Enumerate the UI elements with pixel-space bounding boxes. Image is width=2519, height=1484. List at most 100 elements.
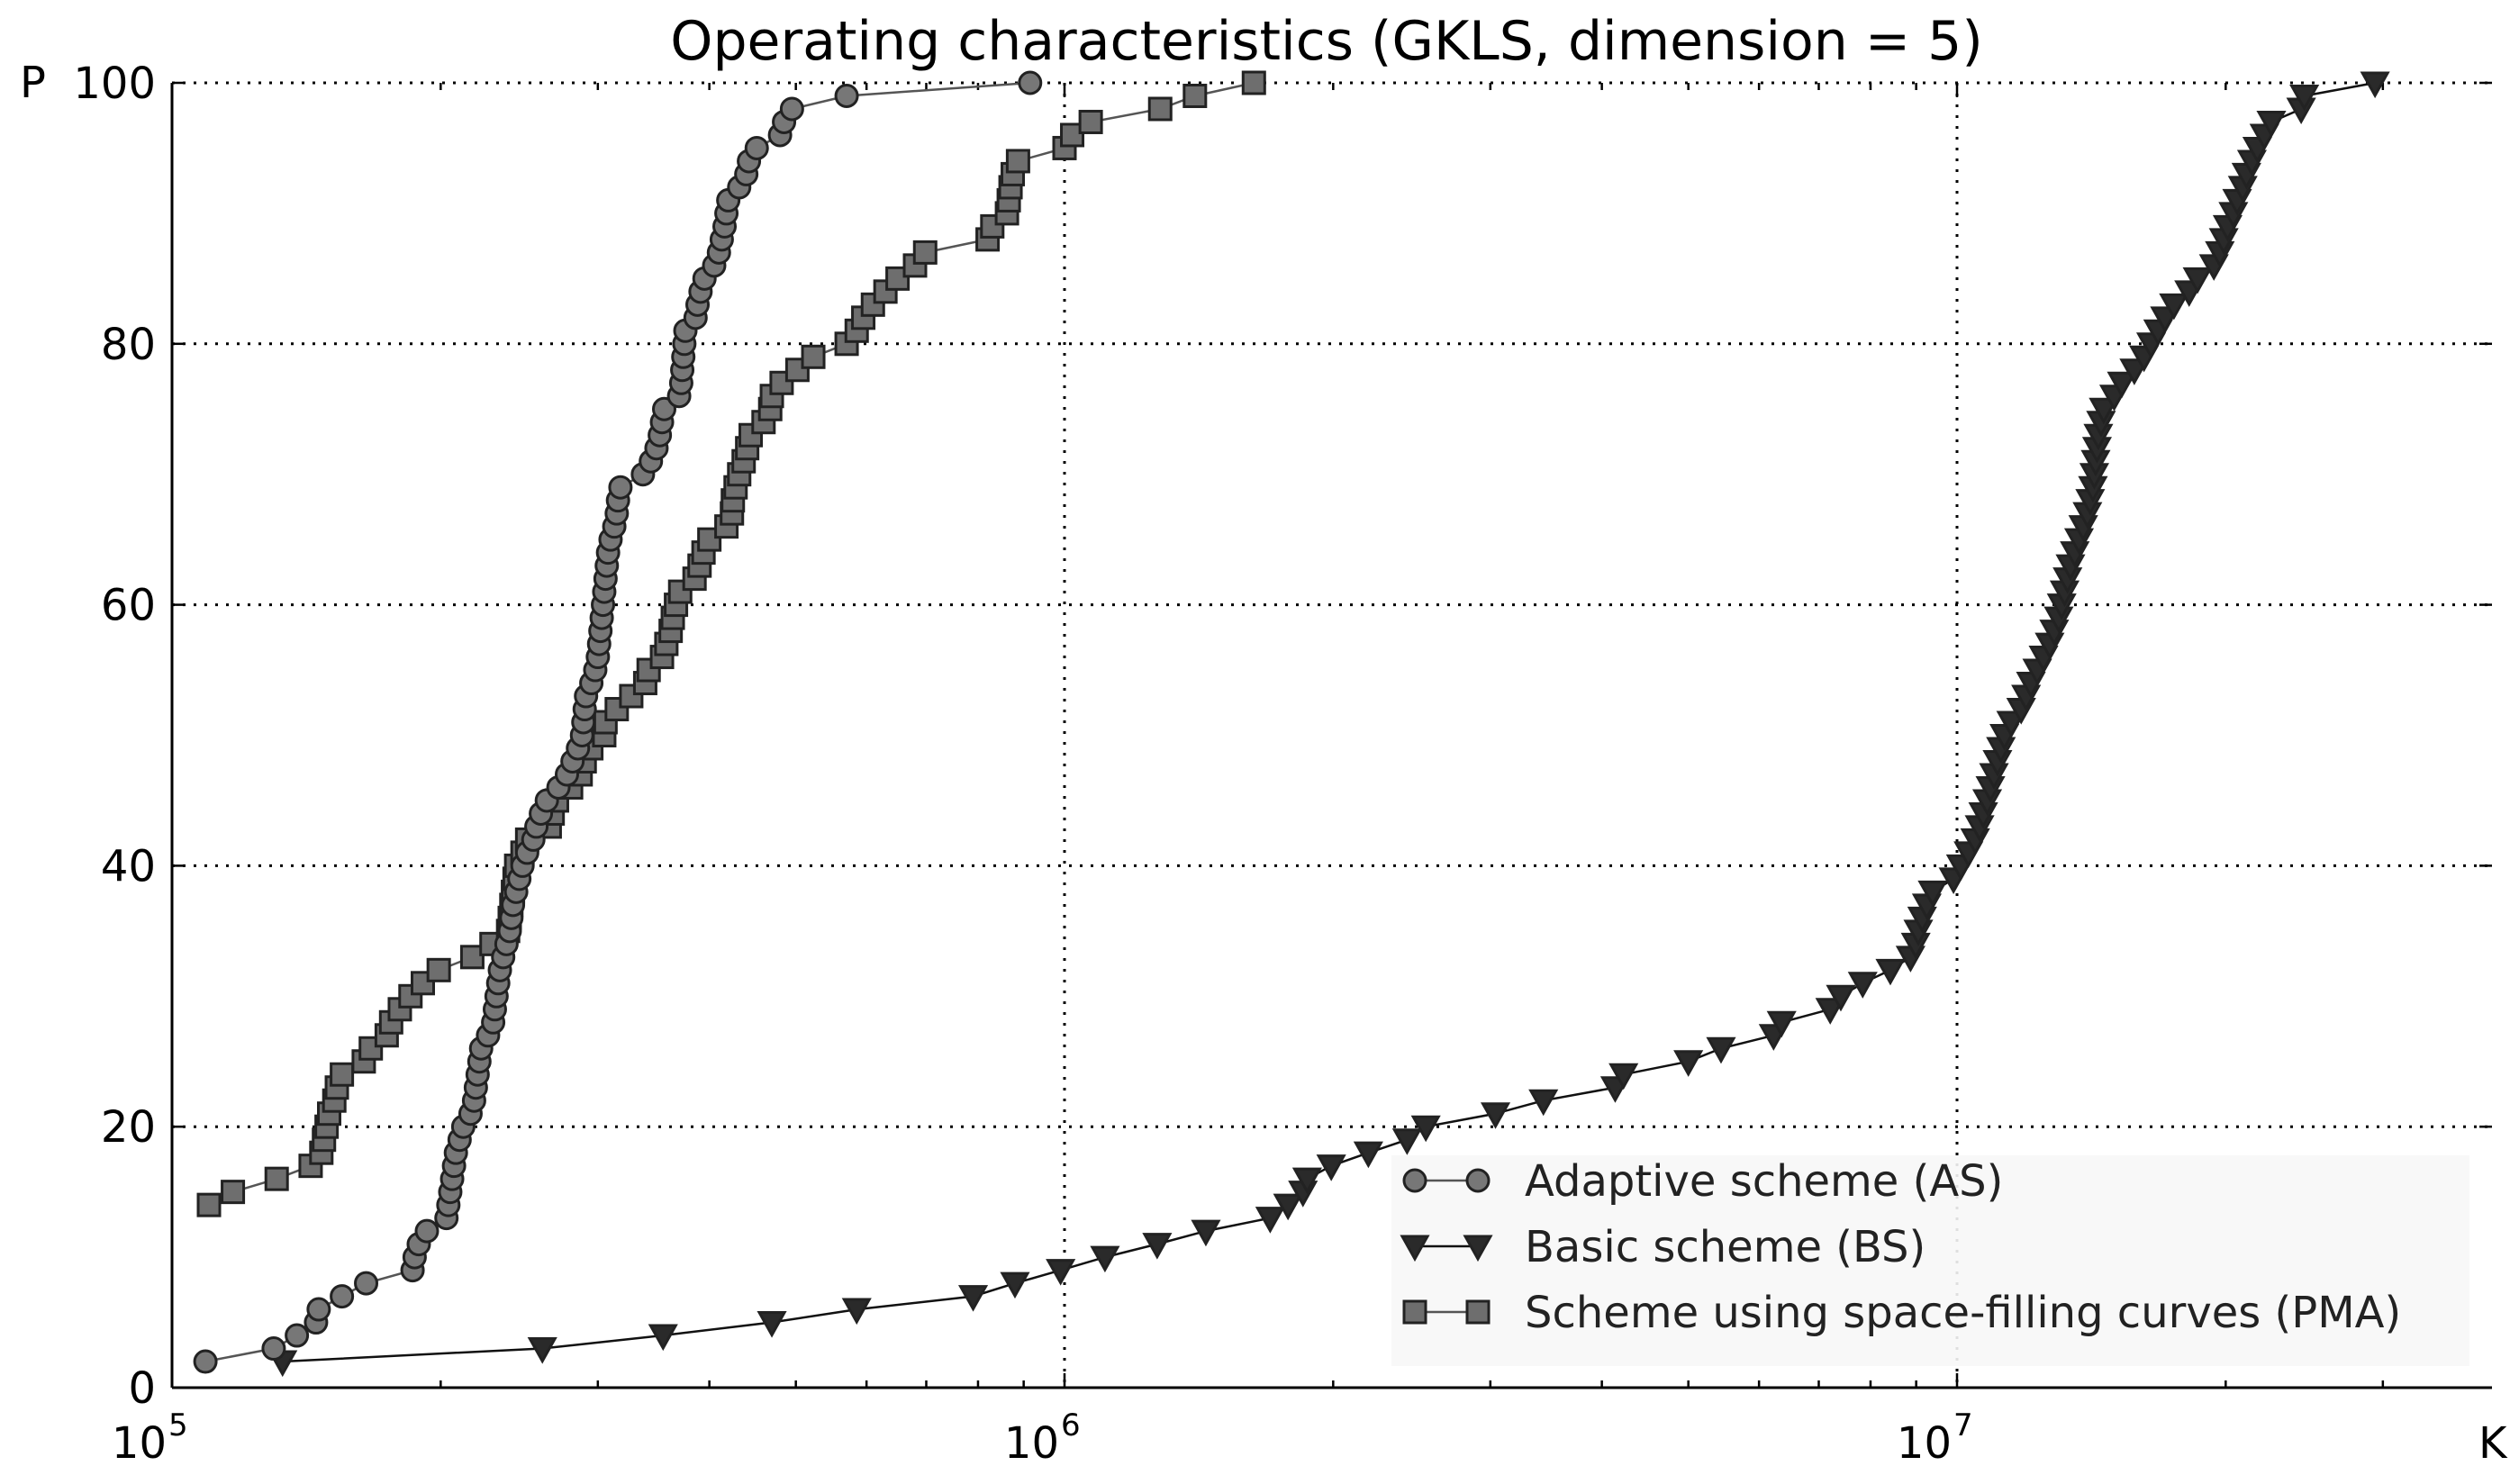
data-point [1815, 998, 1845, 1025]
data-point [1147, 96, 1173, 122]
legend-marker [1400, 1235, 1430, 1262]
data-point [330, 1062, 355, 1087]
data-point [2089, 397, 2119, 425]
data-point [1142, 1233, 1173, 1260]
data-point [957, 1285, 989, 1312]
data-point [1291, 1167, 1322, 1195]
data-point [801, 344, 826, 369]
series-circle [193, 70, 1043, 1374]
x-tick-label: 10 7 [1897, 1407, 1973, 1469]
data-point [426, 957, 451, 982]
y-tick-label: 40 [101, 841, 156, 891]
data-point [1255, 1207, 1285, 1234]
data-point [1273, 1193, 1303, 1221]
x-tick-exponent: 5 [168, 1407, 188, 1443]
data-point [193, 1349, 218, 1374]
data-point [779, 96, 804, 122]
chart-title: Operating characteristics (GKLS, dimensi… [670, 10, 1983, 73]
legend-marker [1465, 1299, 1491, 1325]
data-point [196, 1192, 222, 1217]
series-triangle-down [267, 71, 2390, 1378]
data-point [1826, 984, 1856, 1012]
data-point [1241, 70, 1266, 95]
data-point [2159, 293, 2189, 321]
data-point [285, 1323, 310, 1348]
data-point [527, 1337, 557, 1364]
y-tick-label: 0 [128, 1363, 156, 1414]
data-point [841, 1298, 872, 1326]
data-point [1316, 1154, 1346, 1181]
legend-items: Adaptive scheme (AS) Basic scheme (BS) Sch… [1400, 1156, 2401, 1338]
legend-label: Adaptive scheme (AS) [1525, 1156, 2003, 1207]
data-point [744, 135, 769, 160]
legend-item: Adaptive scheme (AS) [1402, 1156, 2003, 1207]
data-point [2107, 371, 2137, 399]
legend-marker [1465, 1168, 1491, 1193]
legend-marker [1402, 1299, 1427, 1325]
data-point [1847, 972, 1878, 999]
axes [170, 83, 2492, 1389]
series-layer [193, 70, 2390, 1378]
y-tick-label: 100 [73, 59, 156, 109]
x-axis-label: K [2478, 1418, 2508, 1469]
data-point [1410, 1115, 1441, 1143]
data-point [912, 240, 938, 265]
legend-item: Scheme using space-filling curves (PMA) [1402, 1288, 2401, 1338]
data-point [608, 475, 633, 500]
data-point [354, 1271, 379, 1296]
data-point [411, 971, 436, 996]
x-tick-label: 10 5 [112, 1407, 188, 1469]
data-point [1090, 1245, 1120, 1273]
data-point [1917, 880, 1948, 908]
data-point [221, 1180, 246, 1205]
x-tick-base: 10 [1004, 1418, 1059, 1469]
data-point [1391, 1128, 1422, 1155]
data-point [330, 1284, 355, 1309]
y-tick-label: 20 [101, 1102, 156, 1153]
legend-item: Basic scheme (BS) [1400, 1222, 1925, 1272]
x-tick-base: 10 [1897, 1418, 1952, 1469]
data-point [1706, 1036, 1736, 1064]
data-point [651, 396, 676, 421]
data-point [1191, 1219, 1221, 1247]
data-point [1000, 1271, 1030, 1299]
x-tick-base: 10 [112, 1418, 167, 1469]
y-tick-label: 80 [101, 320, 156, 370]
legend-label: Scheme using space-filling curves (PMA) [1525, 1288, 2401, 1338]
data-point [1182, 83, 1208, 108]
data-point [1480, 1102, 1511, 1129]
legend-label: Basic scheme (BS) [1525, 1222, 1925, 1272]
data-point [2182, 267, 2213, 294]
data-point [264, 1166, 289, 1191]
data-point [1078, 109, 1103, 134]
x-tick-label: 10 6 [1004, 1407, 1081, 1469]
tick-marks [170, 81, 2492, 1389]
data-point [648, 1324, 678, 1352]
data-point [1528, 1089, 1559, 1117]
data-point [885, 266, 911, 291]
data-point [834, 83, 859, 108]
data-point [757, 1311, 787, 1338]
data-point [306, 1297, 331, 1322]
data-point [2256, 110, 2287, 138]
x-tick-exponent: 6 [1061, 1407, 1081, 1443]
y-axis-label: P [20, 58, 46, 108]
data-point [398, 983, 423, 1009]
legend-marker [1402, 1168, 1427, 1193]
data-point [2289, 84, 2320, 112]
x-tick-exponent: 7 [1953, 1407, 1973, 1443]
data-point [697, 527, 722, 552]
legend-box [1391, 1155, 2469, 1366]
data-point [414, 1218, 439, 1244]
y-tick-label: 60 [101, 581, 156, 631]
data-point [1673, 1050, 1704, 1077]
data-point [1608, 1063, 1639, 1090]
data-point [2360, 71, 2390, 99]
data-point [1875, 958, 1906, 986]
grid-lines [172, 81, 2492, 1388]
legend-marker [1463, 1235, 1493, 1262]
data-point [1353, 1141, 1383, 1169]
data-point [261, 1336, 286, 1362]
